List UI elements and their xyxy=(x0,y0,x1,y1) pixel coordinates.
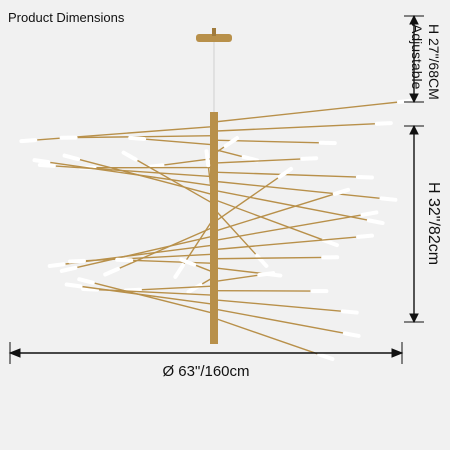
arm-rod xyxy=(213,189,370,222)
body-height-label: H 32"/82cm xyxy=(425,182,442,266)
arm-rod xyxy=(75,235,215,269)
led-tip xyxy=(397,98,415,104)
led-tip xyxy=(204,149,211,168)
arm-rod xyxy=(213,176,280,223)
arm-rod xyxy=(75,134,215,139)
diameter-dimension xyxy=(8,342,404,364)
led-tip xyxy=(379,196,398,202)
led-tip xyxy=(317,352,335,362)
led-tip xyxy=(257,271,276,278)
led-tip xyxy=(47,262,66,269)
arm-rod xyxy=(213,145,226,155)
led-tip xyxy=(115,257,134,263)
led-tip xyxy=(123,287,142,293)
led-tip xyxy=(121,150,138,162)
led-tip xyxy=(81,286,100,292)
arm-rod xyxy=(162,157,215,166)
led-tip xyxy=(223,136,240,148)
arm-rod xyxy=(213,214,363,242)
arm-rod xyxy=(135,158,215,205)
led-tip xyxy=(277,166,294,179)
led-tip xyxy=(62,153,81,162)
led-tip xyxy=(103,266,121,277)
led-tip xyxy=(300,156,319,161)
arm-rod xyxy=(213,317,320,356)
led-tip xyxy=(128,135,147,142)
arm-rod xyxy=(80,285,215,306)
arm-rod xyxy=(48,161,215,187)
led-tip xyxy=(67,258,86,264)
led-tip xyxy=(64,282,83,289)
led-tip xyxy=(356,233,375,239)
led-tip xyxy=(360,210,379,217)
led-tip xyxy=(37,162,56,168)
arm-rod xyxy=(92,282,215,315)
arm-rod xyxy=(200,276,215,286)
height-adjustable-dimension xyxy=(404,14,424,104)
led-tip xyxy=(332,187,351,196)
central-stem xyxy=(210,112,218,344)
arm-rod xyxy=(213,267,267,275)
arm-rod xyxy=(213,158,303,164)
led-tip xyxy=(241,154,260,163)
led-tip xyxy=(374,121,393,126)
led-tip xyxy=(186,282,203,294)
arm-rod xyxy=(83,253,215,262)
arm-rod xyxy=(131,259,215,265)
led-tip xyxy=(173,263,186,279)
arm-rod xyxy=(213,274,260,283)
page-title: Product Dimensions xyxy=(8,10,125,25)
arm-rod xyxy=(213,193,335,233)
arm-rod xyxy=(53,165,215,178)
ceiling-canopy xyxy=(196,28,232,42)
arm-rod xyxy=(213,180,382,200)
arm-rod xyxy=(193,264,215,274)
arm-rod xyxy=(77,158,215,196)
led-tip xyxy=(59,265,78,273)
arm-rod xyxy=(213,208,258,257)
arm-rod xyxy=(182,217,215,266)
led-tip xyxy=(32,158,51,165)
arm-rod xyxy=(213,299,343,313)
led-tip xyxy=(77,277,95,285)
led-tip xyxy=(254,253,269,268)
led-tip xyxy=(340,309,359,315)
arm-rod xyxy=(139,285,215,291)
led-tip xyxy=(19,138,38,144)
arm-rod xyxy=(213,256,324,260)
adjustable-note: Adjustable xyxy=(409,24,425,90)
adjustable-height-label: H 27"/68CM Adjustable xyxy=(408,24,442,100)
top-height-text: H 27"/68CM xyxy=(426,24,442,100)
arm-rod xyxy=(207,165,215,214)
led-tip xyxy=(146,163,165,170)
body-height-dimension xyxy=(404,124,424,324)
led-tip xyxy=(321,238,339,248)
arm-rod xyxy=(213,308,345,335)
arm-rod xyxy=(213,101,400,123)
arm-rod xyxy=(213,236,359,251)
arm-rod xyxy=(144,138,215,146)
led-tip xyxy=(342,331,361,338)
arm-rod xyxy=(213,123,377,132)
chandelier-arms xyxy=(19,98,415,362)
arm-rod xyxy=(117,226,215,270)
led-tip xyxy=(366,218,385,226)
diameter-label: Ø 63"/160cm xyxy=(162,363,250,380)
led-tip xyxy=(179,257,197,267)
arm-rod xyxy=(213,198,325,241)
